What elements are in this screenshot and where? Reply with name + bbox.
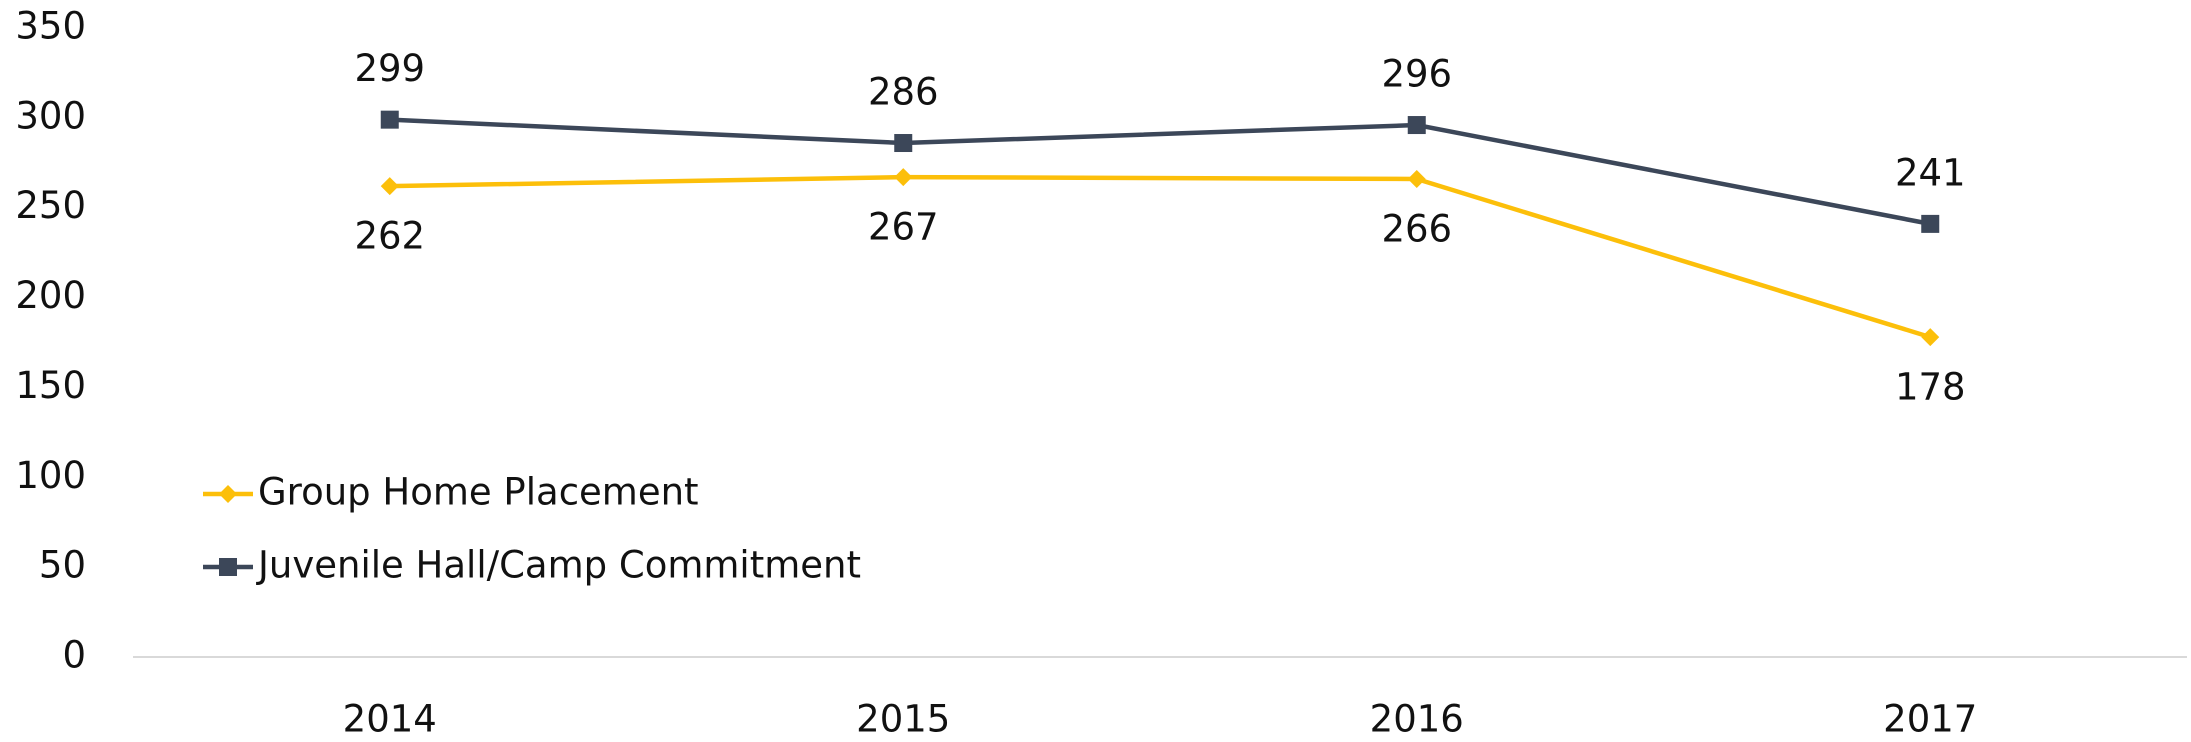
point-marker bbox=[894, 168, 913, 187]
x-tick-label: 2016 bbox=[1370, 698, 1464, 741]
y-tick-label: 0 bbox=[62, 634, 86, 677]
point-marker bbox=[380, 110, 399, 129]
point-marker bbox=[1921, 328, 1940, 347]
point-marker bbox=[1407, 169, 1426, 188]
legend-label: Juvenile Hall/Camp Commitment bbox=[256, 544, 861, 587]
data-label: 262 bbox=[354, 215, 425, 258]
y-tick-label: 100 bbox=[15, 454, 86, 497]
x-tick-label: 2015 bbox=[856, 698, 950, 741]
data-label: 267 bbox=[868, 206, 939, 249]
y-tick-label: 350 bbox=[15, 5, 86, 48]
x-tick-label: 2014 bbox=[343, 698, 437, 741]
data-label: 296 bbox=[1381, 53, 1452, 96]
data-label: 299 bbox=[354, 47, 425, 90]
y-tick-label: 50 bbox=[39, 544, 86, 587]
data-label: 286 bbox=[868, 71, 939, 114]
series-line bbox=[389, 117, 1931, 227]
point-marker bbox=[1407, 116, 1426, 135]
series-line bbox=[389, 174, 1931, 340]
y-tick-label: 200 bbox=[15, 274, 86, 317]
data-label: 241 bbox=[1895, 151, 1966, 194]
point-marker bbox=[380, 177, 399, 196]
x-tick-label: 2017 bbox=[1883, 698, 1977, 741]
data-label: 178 bbox=[1895, 366, 1966, 409]
legend-marker bbox=[219, 485, 237, 503]
point-marker bbox=[1921, 214, 1940, 233]
data-label: 266 bbox=[1381, 207, 1452, 250]
legend-marker bbox=[219, 558, 237, 576]
y-tick-label: 150 bbox=[15, 364, 86, 407]
point-marker bbox=[894, 134, 913, 153]
y-tick-label: 250 bbox=[15, 184, 86, 227]
legend-label: Group Home Placement bbox=[258, 471, 699, 514]
y-tick-label: 300 bbox=[15, 94, 86, 137]
